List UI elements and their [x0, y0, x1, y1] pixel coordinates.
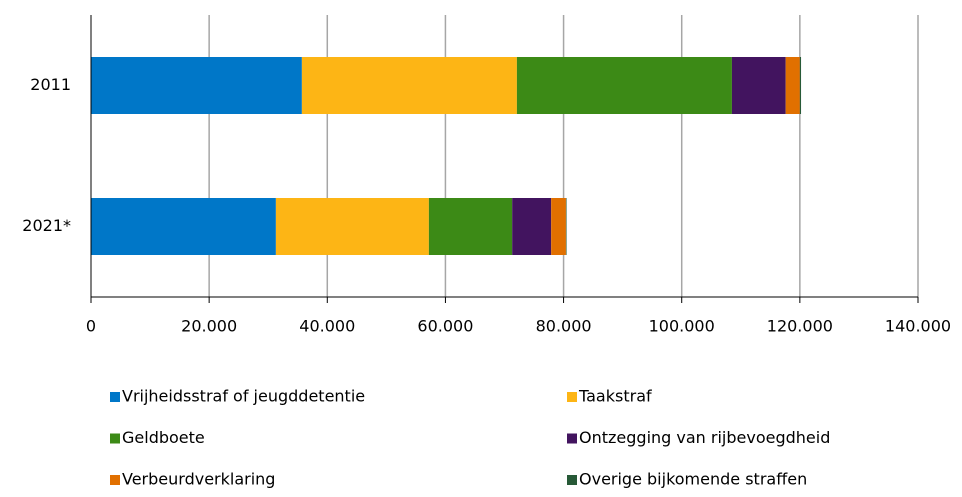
x-tick-label: 120.000 — [767, 317, 833, 336]
legend-label: Verbeurdverklaring — [122, 470, 275, 489]
bar-segment — [301, 57, 517, 114]
y-tick-label: 2011 — [30, 75, 71, 94]
legend-label: Vrijheidsstraf of jeugddetentie — [122, 387, 365, 406]
legend-swatch — [567, 392, 577, 402]
bar-segment — [731, 57, 786, 114]
legend-label: Overige bijkomende straffen — [579, 470, 807, 489]
bar-segment — [275, 198, 429, 255]
bar-segment — [799, 57, 802, 114]
x-tick-label: 40.000 — [299, 317, 355, 336]
bar-segment — [512, 198, 552, 255]
bar-segment — [785, 57, 800, 114]
x-tick-label: 100.000 — [649, 317, 715, 336]
legend-label: Geldboete — [122, 428, 205, 447]
bar-segment — [91, 57, 302, 114]
bar-segment — [551, 198, 566, 255]
x-tick-label: 80.000 — [536, 317, 592, 336]
legend-swatch — [567, 433, 577, 444]
legend-swatch — [110, 433, 120, 444]
bar-segment — [91, 198, 276, 255]
x-tick-label: 20.000 — [181, 317, 237, 336]
legend-swatch — [110, 475, 120, 485]
legend-swatch — [110, 392, 120, 402]
x-tick-label: 140.000 — [885, 317, 951, 336]
y-tick-label: 2021* — [22, 216, 71, 235]
x-tick-label: 60.000 — [417, 317, 473, 336]
x-tick-label: 0 — [86, 317, 96, 336]
bar-segment — [428, 198, 513, 255]
legend-swatch — [567, 475, 577, 485]
legend-label: Ontzegging van rijbevoegdheid — [579, 428, 830, 447]
bar-segment — [516, 57, 732, 114]
bar-segment — [565, 198, 567, 255]
legend-label: Taakstraf — [578, 387, 652, 406]
